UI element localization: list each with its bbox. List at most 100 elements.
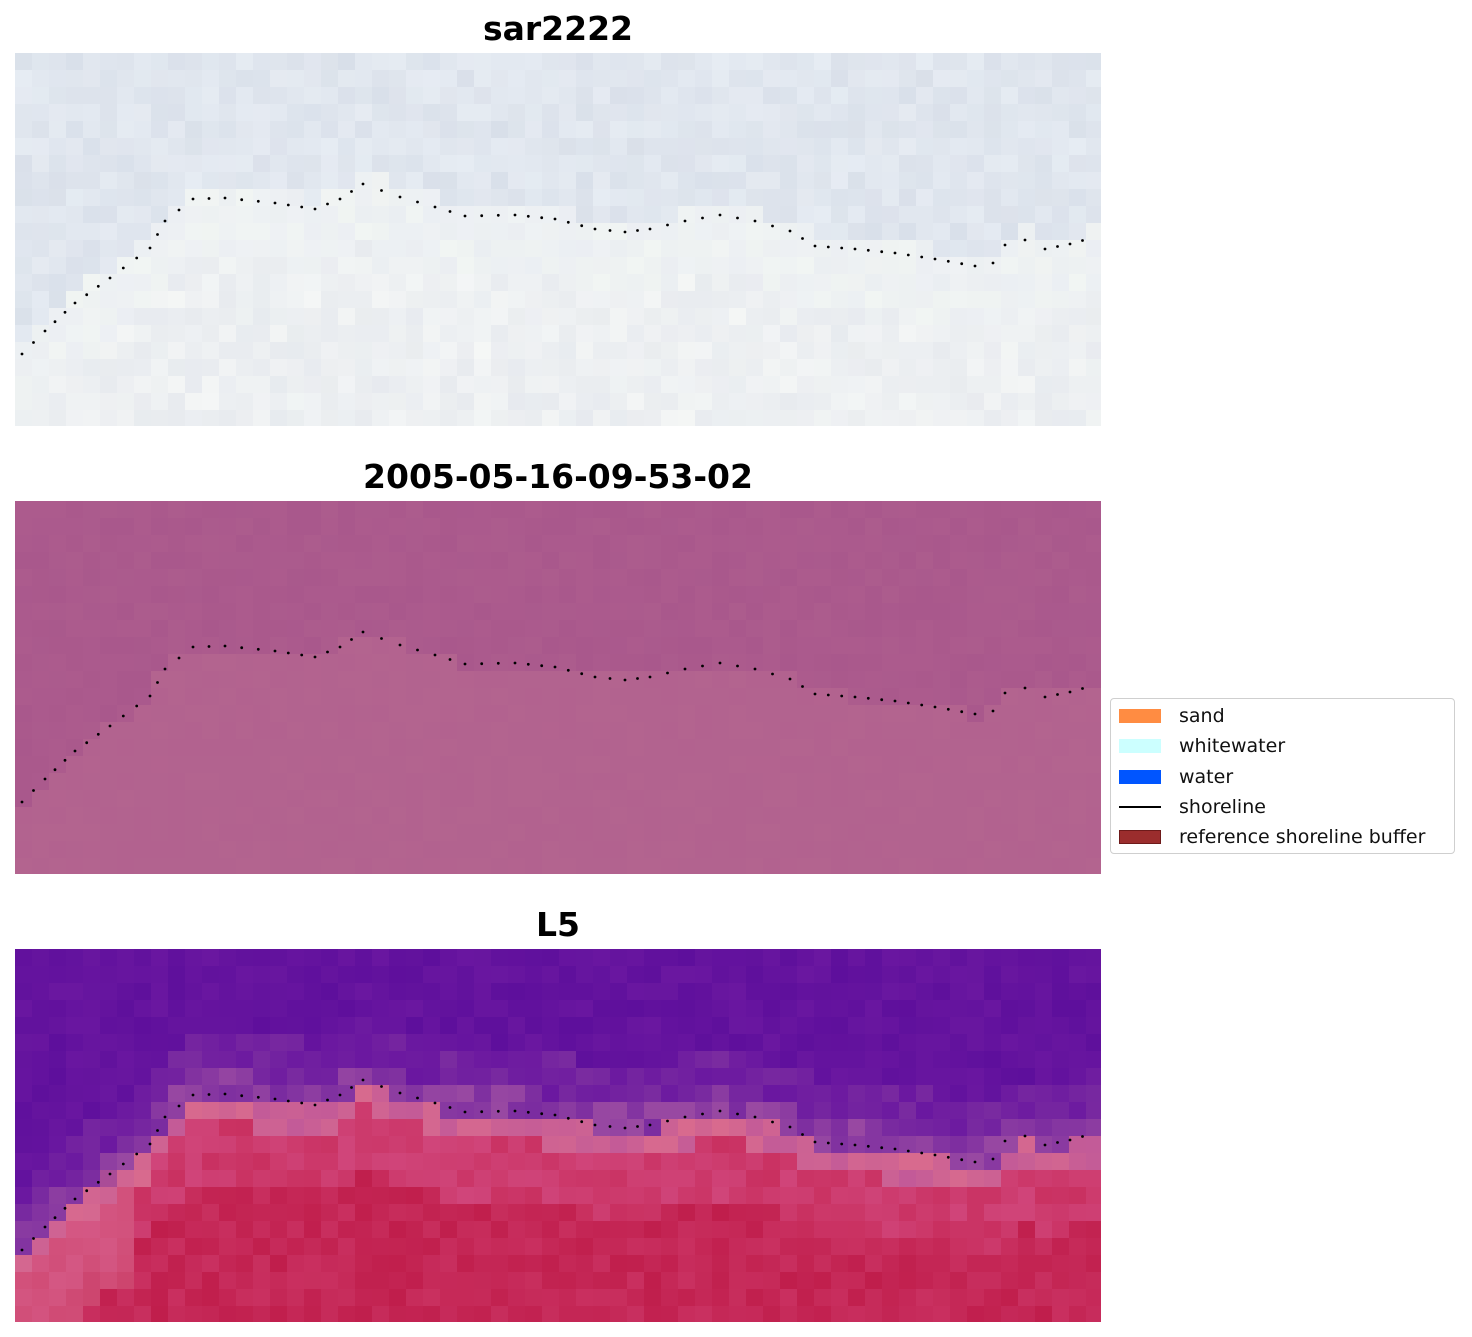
pixel-cell: [117, 756, 135, 774]
pixel-cell: [134, 1272, 152, 1290]
pixel-cell: [729, 1204, 747, 1222]
pixel-cell: [780, 342, 798, 360]
pixel-cell: [236, 1289, 254, 1307]
pixel-cell: [729, 1289, 747, 1307]
pixel-cell: [1001, 518, 1019, 536]
pixel-cell: [525, 807, 543, 825]
pixel-cell: [1001, 620, 1019, 638]
pixel-cell: [576, 172, 594, 190]
pixel-cell: [236, 121, 254, 139]
pixel-cell: [576, 70, 594, 88]
shoreline-point: [906, 701, 910, 705]
pixel-cell: [525, 393, 543, 411]
pixel-cell: [253, 1136, 271, 1154]
pixel-cell: [865, 291, 883, 309]
pixel-cell: [1001, 104, 1019, 122]
pixel-cell: [780, 1289, 798, 1307]
pixel-cell: [338, 705, 356, 723]
pixel-cell: [219, 1170, 237, 1188]
pixel-cell: [389, 172, 407, 190]
pixel-cell: [100, 155, 118, 173]
pixel-cell: [678, 1272, 696, 1290]
pixel-cell: [814, 359, 832, 377]
pixel-cell: [219, 603, 237, 621]
pixel-cell: [559, 841, 577, 859]
pixel-cell: [83, 569, 101, 587]
pixel-cell: [491, 1153, 509, 1171]
pixel-cell: [559, 308, 577, 326]
pixel-cell: [270, 790, 288, 808]
pixel-cell: [661, 325, 679, 343]
pixel-cell: [168, 1272, 186, 1290]
pixel-cell: [491, 189, 509, 207]
shoreline-point: [880, 1146, 884, 1150]
pixel-cell: [848, 1085, 866, 1103]
pixel-cell: [474, 841, 492, 859]
pixel-cell: [1069, 1000, 1087, 1018]
pixel-cell: [15, 586, 33, 604]
pixel-cell: [372, 1238, 390, 1256]
pixel-cell: [440, 756, 458, 774]
pixel-cell: [321, 966, 339, 984]
pixel-cell: [83, 1238, 101, 1256]
pixel-cell: [66, 1136, 84, 1154]
pixel-cell: [525, 569, 543, 587]
pixel-cell: [66, 949, 84, 967]
shoreline-point: [866, 696, 870, 700]
pixel-cell: [117, 359, 135, 377]
pixel-cell: [508, 824, 526, 842]
pixel-cell: [440, 257, 458, 275]
pixel-cell: [899, 1187, 917, 1205]
pixel-cell: [219, 1306, 237, 1322]
pixel-cell: [797, 172, 815, 190]
pixel-cell: [321, 87, 339, 105]
pixel-cell: [270, 240, 288, 258]
pixel-cell: [457, 223, 475, 241]
pixel-cell: [389, 1170, 407, 1188]
pixel-cell: [576, 155, 594, 173]
pixel-cell: [423, 393, 441, 411]
pixel-cell: [202, 223, 220, 241]
pixel-cell: [117, 654, 135, 672]
shoreline-point: [463, 214, 467, 218]
pixel-cell: [627, 688, 645, 706]
pixel-cell: [984, 1204, 1002, 1222]
pixel-cell: [882, 1204, 900, 1222]
pixel-cell: [406, 586, 424, 604]
pixel-cell: [882, 1272, 900, 1290]
pixel-cell: [610, 189, 628, 207]
pixel-cell: [151, 1187, 169, 1205]
pixel-cell: [423, 189, 441, 207]
pixel-cell: [219, 1000, 237, 1018]
pixel-cell: [1086, 325, 1101, 343]
pixel-cell: [984, 274, 1002, 292]
pixel-cell: [967, 1306, 985, 1322]
pixel-cell: [236, 206, 254, 224]
pixel-cell: [287, 501, 305, 519]
pixel-cell: [933, 705, 951, 723]
pixel-cell: [253, 535, 271, 553]
pixel-cell: [542, 790, 560, 808]
pixel-cell: [797, 807, 815, 825]
pixel-cell: [66, 223, 84, 241]
pixel-cell: [882, 223, 900, 241]
pixel-cell: [508, 342, 526, 360]
shoreline-point: [771, 1120, 774, 1124]
pixel-cell: [865, 376, 883, 394]
pixel-cell: [440, 291, 458, 309]
pixel-cell: [117, 966, 135, 984]
pixel-cell: [66, 104, 84, 122]
pixel-cell: [729, 790, 747, 808]
pixel-cell: [185, 1306, 203, 1322]
pixel-cell: [763, 138, 781, 156]
pixel-cell: [695, 53, 713, 71]
pixel-cell: [610, 223, 628, 241]
pixel-cell: [117, 790, 135, 808]
pixel-cell: [780, 739, 798, 757]
pixel-cell: [440, 393, 458, 411]
pixel-cell: [848, 257, 866, 275]
pixel-cell: [338, 87, 356, 105]
pixel-cell: [236, 790, 254, 808]
pixel-cell: [831, 359, 849, 377]
pixel-cell: [814, 240, 832, 258]
